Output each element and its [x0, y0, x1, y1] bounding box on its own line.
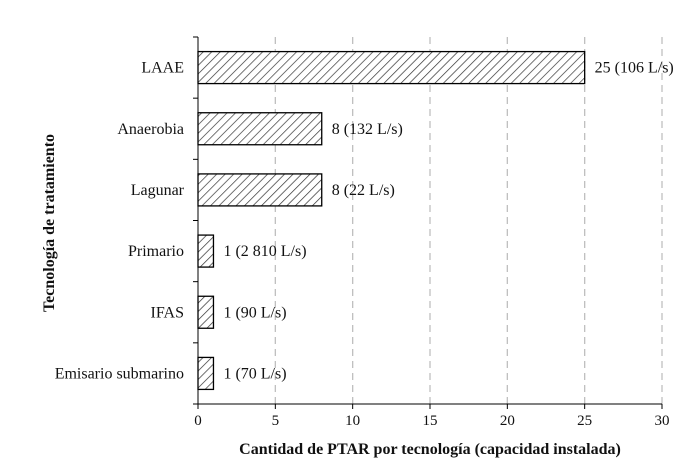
data-label: 1 (70 L/s) [223, 365, 286, 382]
category-label: Lagunar [131, 182, 185, 199]
x-tick-label: 0 [194, 413, 202, 429]
data-label: 8 (132 L/s) [332, 121, 403, 138]
bar [197, 173, 323, 207]
category-label: Anaerobia [117, 121, 184, 138]
y-axis-title: Tecnología de tratamiento [41, 134, 58, 312]
labels: 0 5 10 15 20 25 30 LAAE 25 (106 L/s) Anaerobia 8 (… [55, 60, 674, 429]
x-tick-label: 25 [577, 413, 592, 429]
x-axis-title: Cantidad de PTAR por tecnología (capacid… [239, 441, 621, 458]
data-label: 1 (90 L/s) [223, 304, 286, 321]
bar [197, 234, 215, 268]
bar [197, 295, 215, 329]
bars [197, 50, 586, 391]
data-label: 25 (106 L/s) [595, 60, 674, 77]
x-tick-label: 5 [272, 413, 280, 429]
bar [197, 112, 323, 146]
category-label: Emisario submarino [55, 365, 184, 382]
data-label: 8 (22 L/s) [332, 182, 395, 199]
category-label: Primario [128, 243, 184, 260]
x-tick-label: 30 [655, 413, 670, 429]
grid-lines [274, 37, 663, 404]
x-tick-label: 10 [345, 413, 360, 429]
axes [193, 36, 663, 409]
category-label: IFAS [151, 304, 185, 321]
category-label: LAAE [141, 60, 184, 77]
x-tick-label: 20 [500, 413, 515, 429]
x-tick-label: 15 [423, 413, 438, 429]
bar [197, 50, 586, 85]
data-label: 1 (2 810 L/s) [223, 243, 306, 260]
bar [197, 356, 215, 391]
